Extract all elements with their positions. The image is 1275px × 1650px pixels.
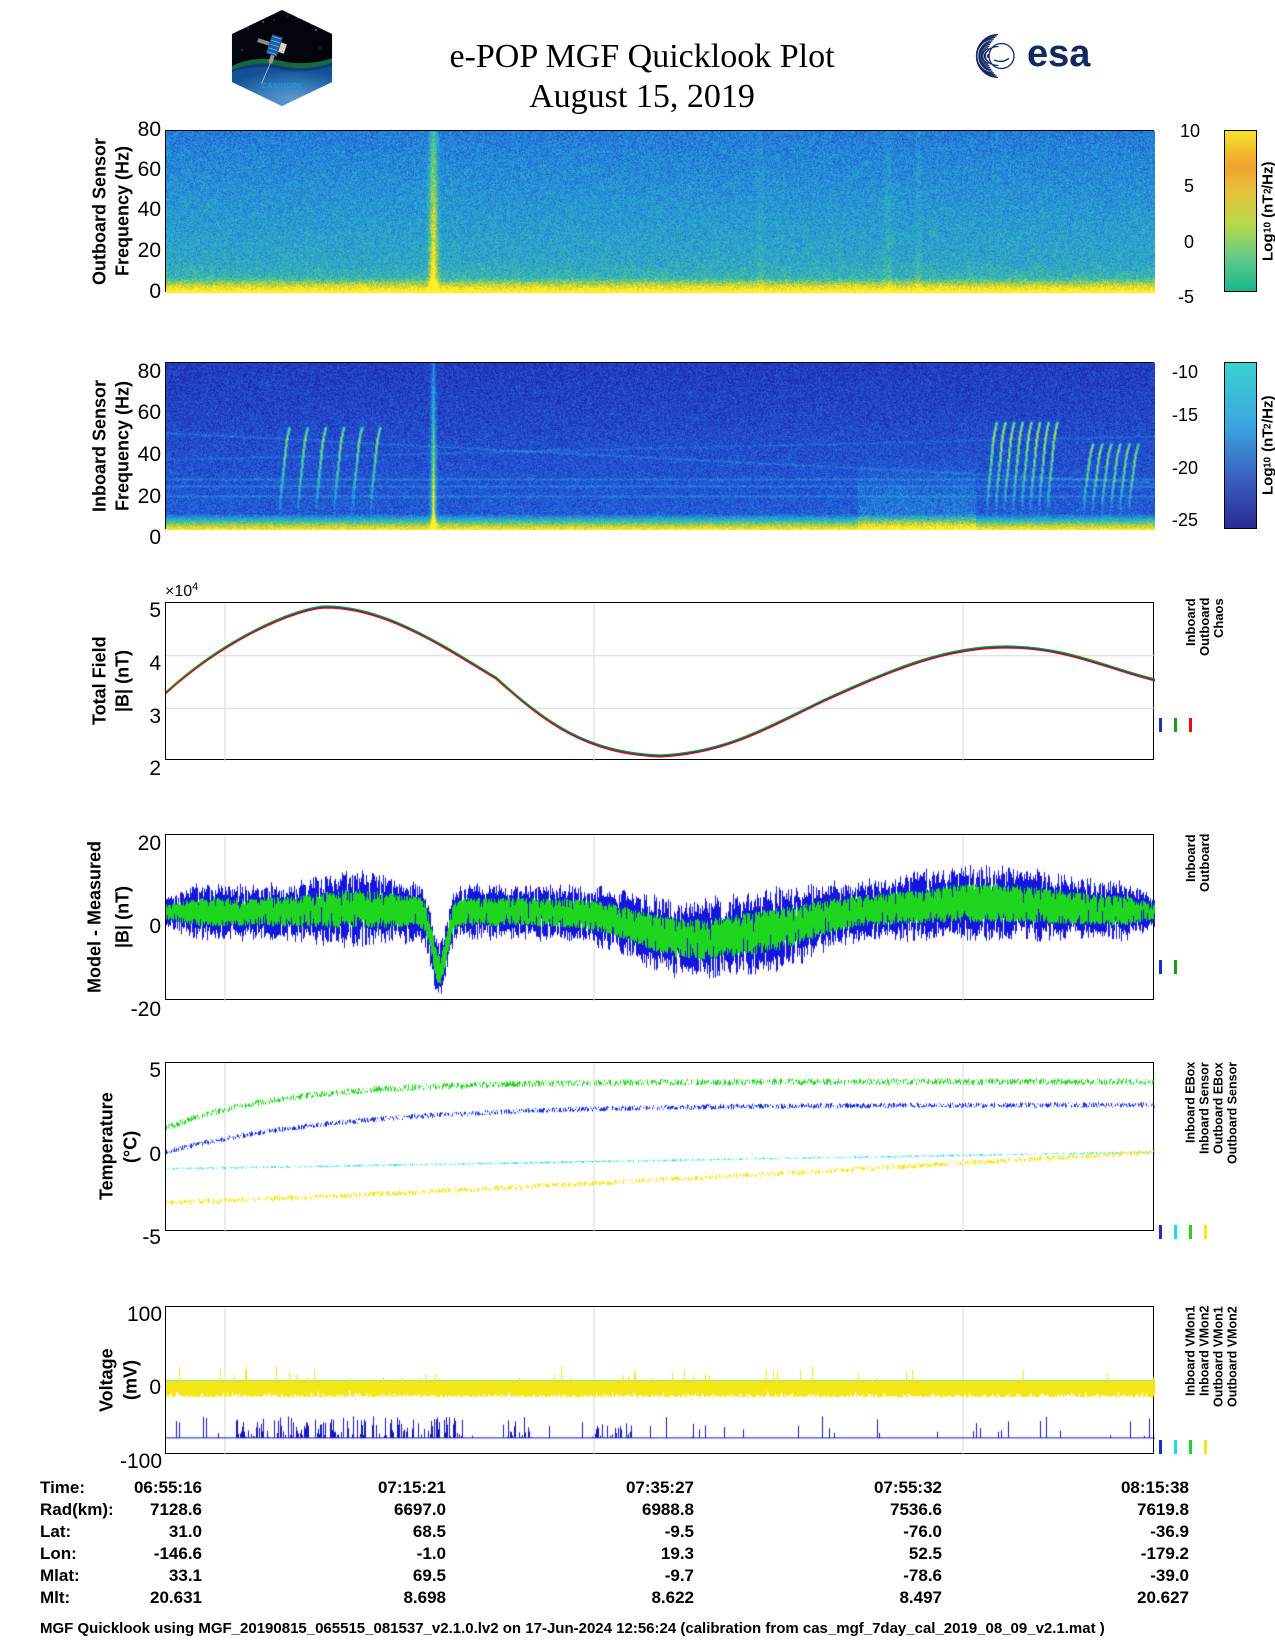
svg-text:CASSIOPE: CASSIOPE <box>261 81 302 90</box>
svg-text:esa: esa <box>1027 33 1091 75</box>
